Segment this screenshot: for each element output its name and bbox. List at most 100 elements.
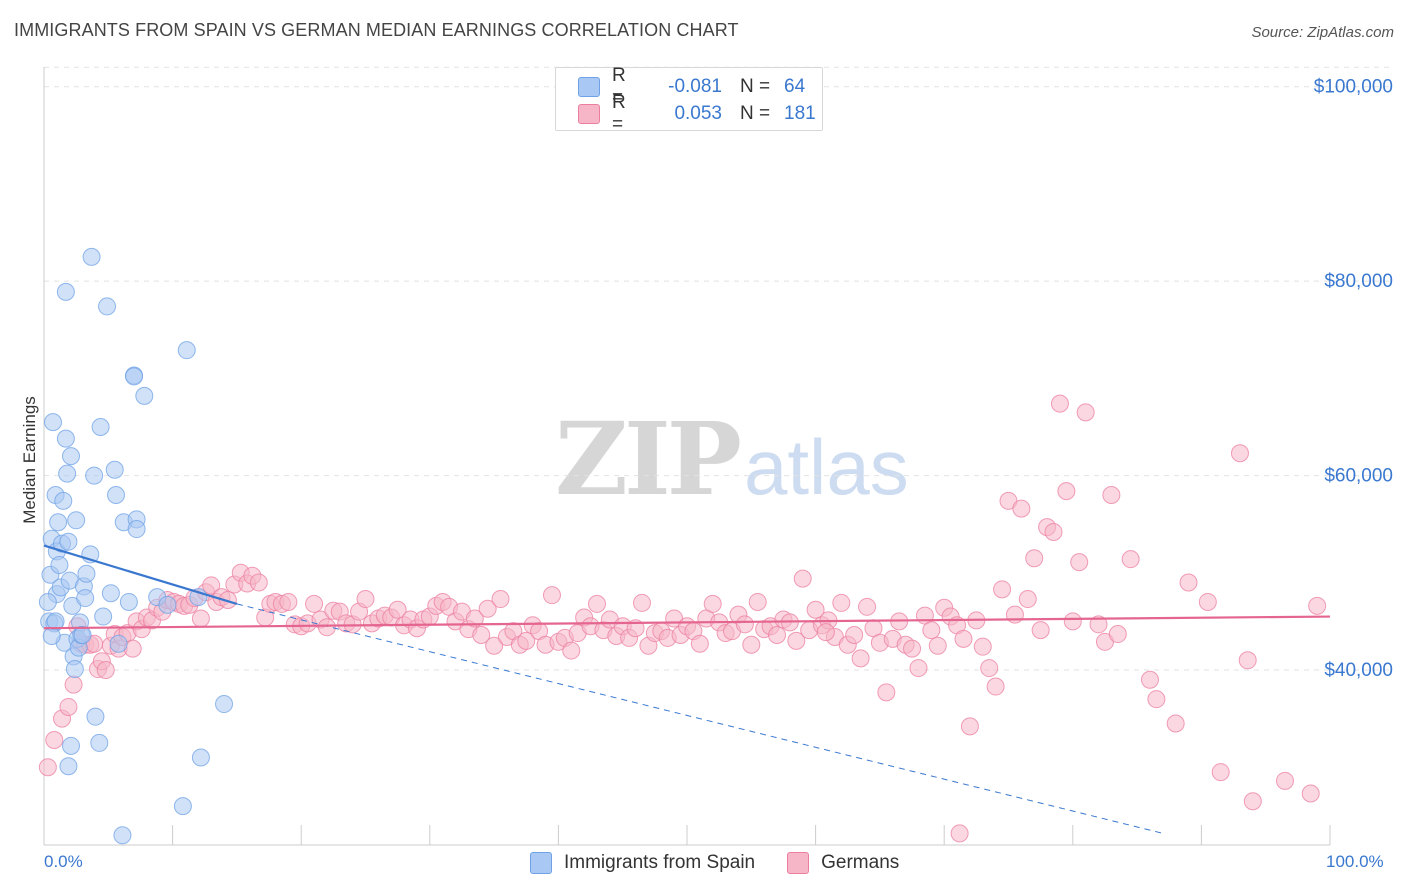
germans-point xyxy=(96,661,115,680)
legend-r-label: R = xyxy=(612,65,626,108)
spain-point xyxy=(56,282,75,301)
legend-r-value: 0.053 xyxy=(674,103,722,124)
germans-point xyxy=(1018,590,1037,609)
germans-point xyxy=(954,629,973,648)
spain-point xyxy=(54,491,73,510)
spain-trend-extension xyxy=(236,603,1163,834)
germans-point xyxy=(960,717,979,736)
y-tick-label: $80,000 xyxy=(1324,271,1393,292)
spain-point xyxy=(119,592,138,611)
germans-point xyxy=(1089,615,1108,634)
source-credit: Source: ZipAtlas.com xyxy=(1251,24,1394,41)
spain-point xyxy=(86,707,105,726)
spain-point xyxy=(46,612,65,631)
germans-point xyxy=(1243,792,1262,811)
x-axis-max-label: 100.0% xyxy=(1326,852,1384,871)
germans-point xyxy=(218,591,237,610)
germans-point xyxy=(517,631,536,650)
y-tick-label: $100,000 xyxy=(1314,77,1393,98)
legend-item-germans[interactable]: Germans xyxy=(787,852,899,874)
germans-point xyxy=(816,623,835,642)
legend-n-label: N = xyxy=(740,76,771,97)
spain-point xyxy=(59,757,78,776)
spain-point xyxy=(107,486,126,505)
germans-point xyxy=(950,824,969,843)
germans-point xyxy=(1147,690,1166,709)
legend-item-spain[interactable]: Immigrants from Spain xyxy=(530,852,755,874)
spain-point xyxy=(94,607,113,626)
spain-point xyxy=(58,464,77,483)
germans-point xyxy=(1050,394,1069,413)
spain-point xyxy=(105,460,124,479)
spain-point xyxy=(76,589,95,608)
spain-point xyxy=(215,695,234,714)
germans-point xyxy=(1179,573,1198,592)
germans-point xyxy=(1121,550,1140,569)
spain-point xyxy=(90,733,109,752)
germans-point xyxy=(909,659,928,678)
germans-point xyxy=(191,609,210,628)
germans-point xyxy=(1031,621,1050,640)
watermark-atlas: atlas xyxy=(743,423,909,511)
y-tick-label: $40,000 xyxy=(1324,660,1393,681)
germans-point xyxy=(793,569,812,588)
germans-point xyxy=(787,631,806,650)
germans-point xyxy=(542,586,561,605)
germans-point xyxy=(1275,771,1294,790)
spain-point xyxy=(77,564,96,583)
germans-point xyxy=(735,615,754,634)
x-axis-min-label: 0.0% xyxy=(44,852,83,871)
y-tick-label: $60,000 xyxy=(1324,466,1393,487)
germans-point xyxy=(388,600,407,619)
germans-point xyxy=(845,626,864,645)
germans-point xyxy=(45,731,64,750)
spain-point xyxy=(91,417,110,436)
germans-point xyxy=(485,636,504,655)
germans-point xyxy=(1070,553,1089,572)
germans-point xyxy=(986,677,1005,696)
spain-point xyxy=(173,797,192,816)
germans-point xyxy=(903,639,922,658)
germans-point xyxy=(1076,403,1095,422)
spain-point xyxy=(62,447,81,466)
series-legend: Immigrants from Spain Germans xyxy=(530,852,931,874)
spain-point xyxy=(73,626,92,645)
germans-point xyxy=(279,592,298,611)
spain-point xyxy=(177,341,196,360)
germans-point xyxy=(249,573,268,592)
spain-point xyxy=(50,556,69,575)
legend-n-value: 181 xyxy=(784,103,816,124)
spain-point xyxy=(98,297,117,316)
germans-point xyxy=(1140,670,1159,689)
germans-point xyxy=(1166,714,1185,733)
germans-point xyxy=(1198,592,1217,611)
legend-label-spain: Immigrants from Spain xyxy=(564,852,756,873)
germans-trend-line xyxy=(43,615,1331,630)
watermark-zip: ZIP xyxy=(555,400,742,518)
legend-swatch-germans xyxy=(578,104,600,124)
legend-n-label: N = xyxy=(740,103,771,124)
germans-point xyxy=(478,599,497,618)
germans-point xyxy=(38,758,57,777)
germans-point xyxy=(202,576,221,595)
legend-r-label: R = xyxy=(612,92,626,135)
germans-point xyxy=(922,621,941,640)
spain-point xyxy=(65,660,84,679)
germans-point xyxy=(1301,784,1320,803)
chart-title: IMMIGRANTS FROM SPAIN VS GERMAN MEDIAN E… xyxy=(14,20,739,40)
germans-point xyxy=(562,641,581,660)
germans-point xyxy=(1211,763,1230,782)
spain-point xyxy=(109,634,128,653)
germans-point xyxy=(317,618,336,637)
watermark: ZIPatlas xyxy=(555,400,909,518)
germans-point xyxy=(832,593,851,612)
germans-point xyxy=(768,626,787,645)
spain-point xyxy=(125,367,144,386)
spain-point xyxy=(127,520,146,539)
germans-point xyxy=(1044,522,1063,541)
germans-point xyxy=(1057,482,1076,501)
germans-point xyxy=(1230,444,1249,463)
germans-point xyxy=(928,636,947,655)
spain-point xyxy=(85,466,104,485)
germans-point xyxy=(877,683,896,702)
